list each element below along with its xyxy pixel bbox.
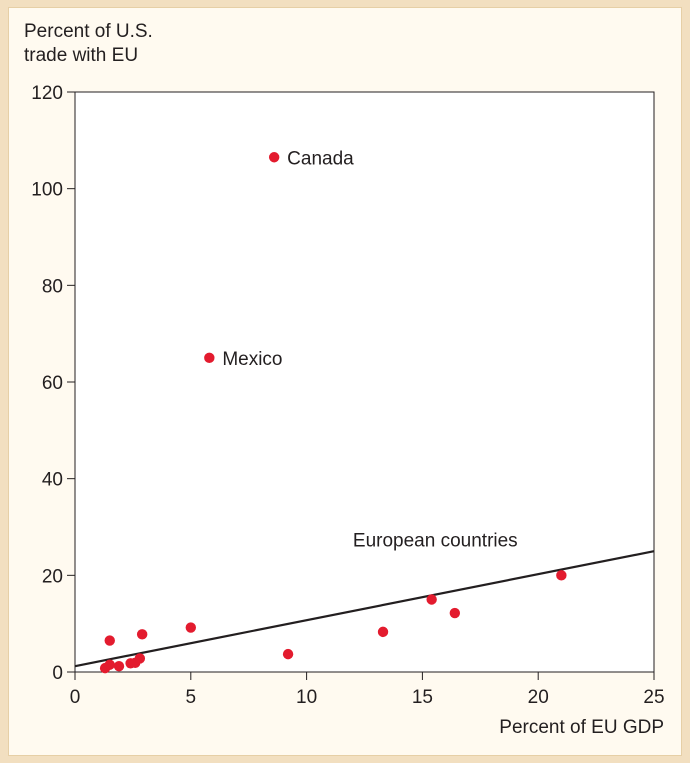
y-axis-label-line-2: trade with EU [24, 45, 138, 66]
x-tick-label: 10 [296, 687, 317, 708]
point-label: Canada [287, 148, 354, 169]
data-point [268, 152, 280, 163]
y-tick-label: 40 [42, 470, 63, 491]
scatter-chart: Percent of U.S. trade with EU 0 20 40 60 80 1… [24, 21, 665, 738]
y-tick-label: 80 [42, 276, 63, 297]
x-tick-label: 0 [70, 687, 81, 708]
y-axis: 0 20 40 60 80 100 120 [31, 83, 75, 684]
x-tick-label: 20 [528, 687, 549, 708]
data-point [377, 626, 389, 638]
chart-panel: Percent of U.S. trade with EU 0 20 40 60 80 1… [8, 7, 682, 756]
trend-line [74, 550, 655, 668]
data-point [282, 648, 294, 660]
data-point [204, 352, 215, 364]
x-axis-label: Percent of EU GDP [499, 717, 664, 738]
annotation-label: European countries [353, 530, 518, 551]
data-point [134, 653, 146, 664]
point-label: Mexico [222, 349, 282, 370]
data-layer: Canada Mexico European countries [74, 148, 655, 674]
y-tick-label: 120 [31, 83, 63, 104]
data-point [136, 629, 148, 640]
data-point [185, 622, 196, 633]
data-point [449, 607, 461, 619]
data-point [104, 635, 115, 646]
data-point [113, 661, 125, 672]
plot-area [74, 91, 655, 673]
x-axis: 0 5 10 15 20 25 [70, 672, 665, 708]
data-point [556, 570, 567, 581]
y-axis-label-line-1: Percent of U.S. [24, 21, 153, 42]
data-point [426, 594, 437, 605]
x-tick-label: 5 [186, 687, 197, 708]
y-tick-label: 100 [31, 180, 63, 201]
y-tick-label: 0 [52, 663, 63, 684]
x-tick-label: 15 [412, 687, 433, 708]
y-tick-label: 60 [42, 373, 63, 394]
data-point [104, 659, 115, 670]
x-tick-label: 25 [643, 687, 664, 708]
y-tick-label: 20 [42, 566, 63, 587]
